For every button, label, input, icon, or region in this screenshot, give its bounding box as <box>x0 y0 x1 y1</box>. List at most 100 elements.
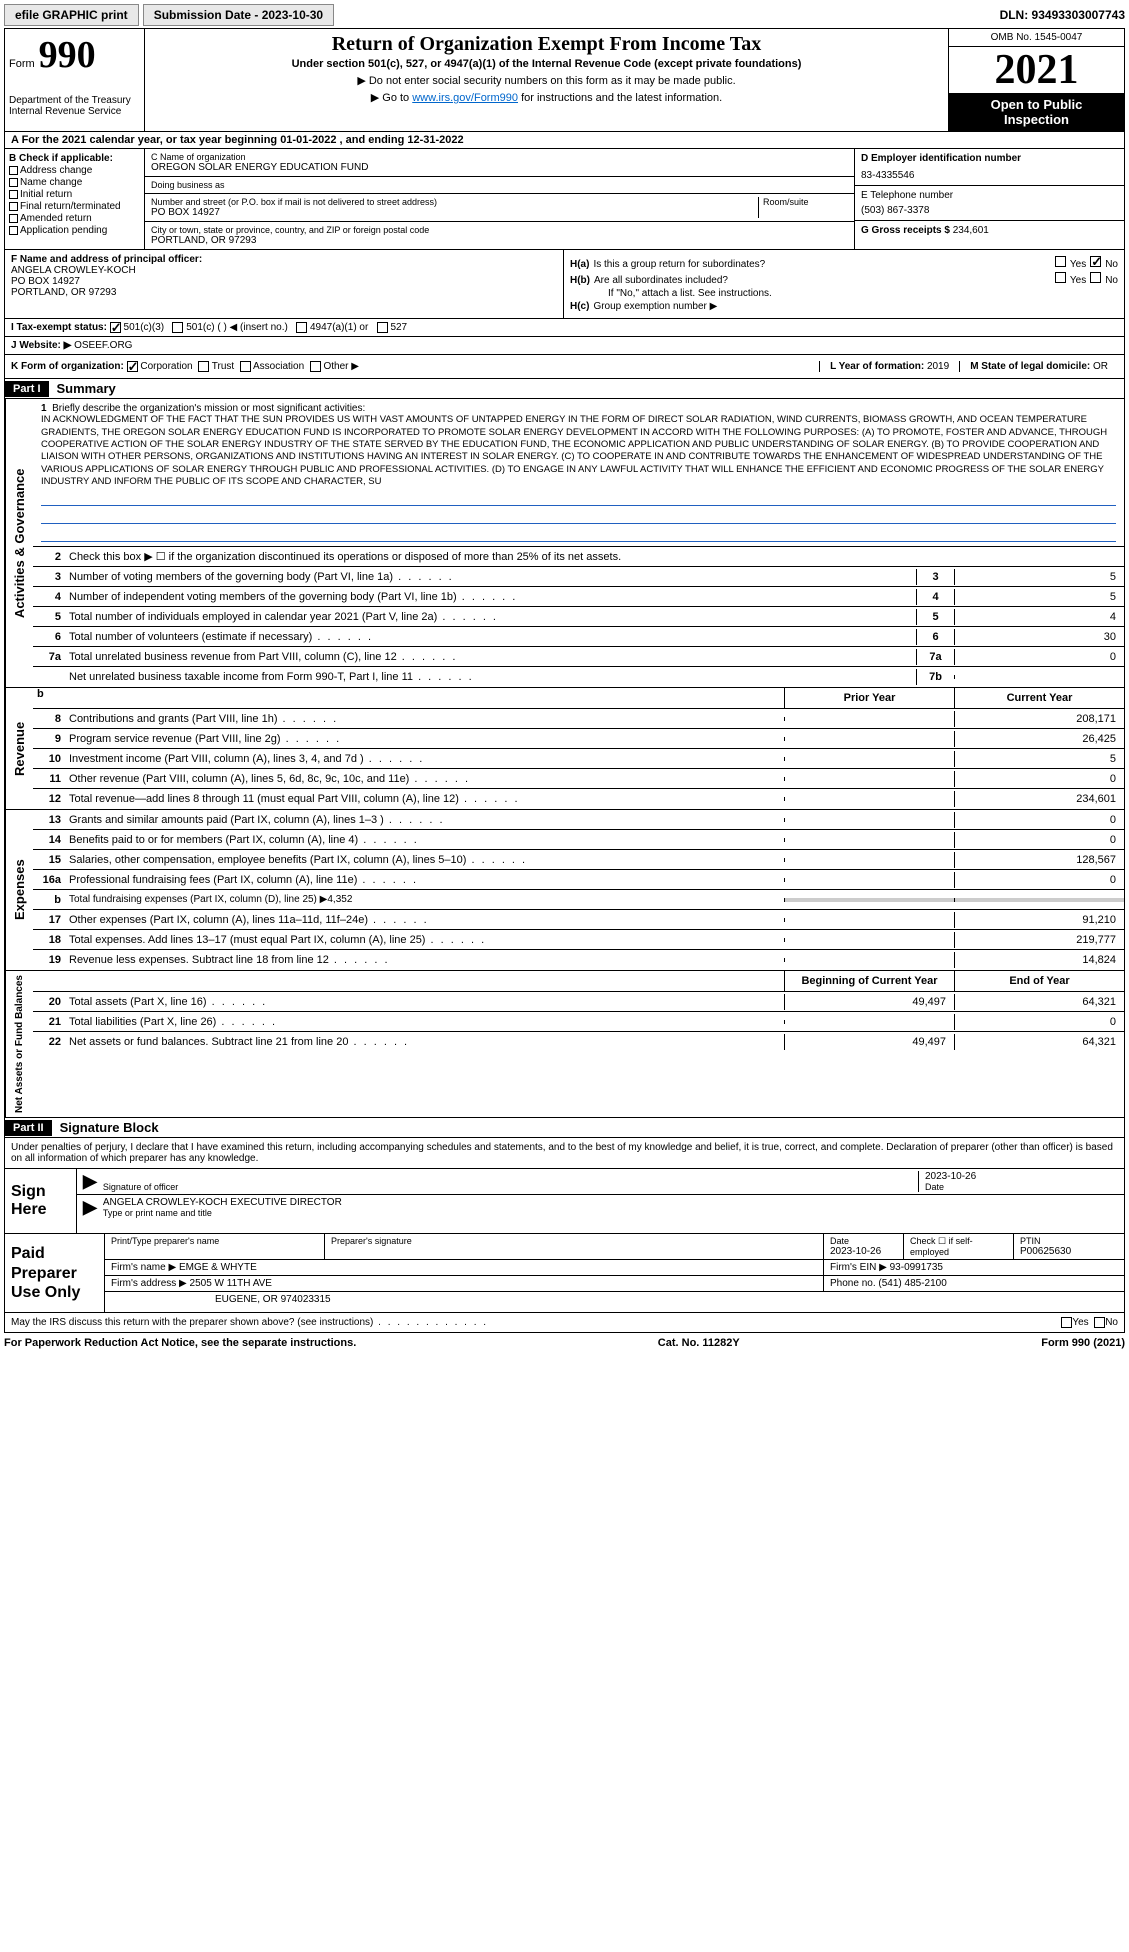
firm-lbl: Firm's name ▶ <box>111 1262 176 1273</box>
hb-tag: H(b) <box>570 275 590 286</box>
prep-addr1: 2505 W 11TH AVE <box>190 1278 272 1289</box>
calendar-year: A For the 2021 calendar year, or tax yea… <box>4 132 1125 149</box>
line-3: 3Number of voting members of the governi… <box>33 567 1124 587</box>
c-name-lbl: C Name of organization <box>151 152 848 162</box>
m-lbl: M State of legal domicile: <box>970 361 1090 372</box>
side-na: Net Assets or Fund Balances <box>5 971 33 1117</box>
submission-btn[interactable]: Submission Date - 2023-10-30 <box>143 4 334 26</box>
ha-lbl: Is this a group return for subordinates? <box>593 259 1050 270</box>
prep-date: 2023-10-26 <box>830 1246 897 1257</box>
efile-btn[interactable]: efile GRAPHIC print <box>4 4 139 26</box>
g-lbl: G Gross receipts $ <box>861 225 950 236</box>
footer-left: For Paperwork Reduction Act Notice, see … <box>4 1337 356 1349</box>
ssn-warning: ▶ Do not enter social security numbers o… <box>153 74 940 87</box>
form-word: Form <box>9 58 35 70</box>
col-prior: Prior Year <box>784 688 954 708</box>
mission-text: IN ACKNOWLEDGMENT OF THE FACT THAT THE S… <box>41 414 1116 488</box>
na-hdr: Beginning of Current Year End of Year <box>33 971 1124 992</box>
col-eoy: End of Year <box>954 971 1124 991</box>
j-val: OSEEF.ORG <box>74 340 132 351</box>
revenue-section: Revenue b Prior Year Current Year 8Contr… <box>4 688 1125 810</box>
e-lbl: E Telephone number <box>861 190 1118 201</box>
f-addr1: PO BOX 14927 <box>11 276 557 287</box>
line-b: bTotal fundraising expenses (Part IX, co… <box>33 890 1124 910</box>
side-rev: Revenue <box>5 688 33 809</box>
phone-val: (541) 485-2100 <box>878 1278 946 1289</box>
j-row: J Website: ▶ OSEEF.ORG <box>4 337 1125 355</box>
entity-right: D Employer identification number 83-4335… <box>854 149 1124 249</box>
sig-decl: Under penalties of perjury, I declare th… <box>5 1138 1124 1169</box>
form-header: Form 990 Department of the Treasury Inte… <box>4 28 1125 132</box>
prep-h3: Date <box>830 1236 897 1246</box>
activities-governance: Activities & Governance 1 Briefly descri… <box>4 399 1125 688</box>
chk-pending[interactable] <box>9 226 18 235</box>
line-20: 20Total assets (Part X, line 16)49,49764… <box>33 992 1124 1012</box>
i-501c3[interactable] <box>110 322 121 333</box>
mission-block: 1 Briefly describe the organization's mi… <box>33 399 1124 547</box>
chk-amended[interactable] <box>9 214 18 223</box>
omb: OMB No. 1545-0047 <box>949 29 1124 47</box>
line-15: 15Salaries, other compensation, employee… <box>33 850 1124 870</box>
hb-yes[interactable] <box>1055 272 1066 283</box>
line-7b: Net unrelated business taxable income fr… <box>33 667 1124 687</box>
sig-date-val: 2023-10-26 <box>925 1171 1118 1182</box>
line-6: 6Total number of volunteers (estimate if… <box>33 627 1124 647</box>
hb-no[interactable] <box>1090 272 1101 283</box>
chk-initial[interactable] <box>9 190 18 199</box>
g-val: 234,601 <box>953 225 989 236</box>
chk-name[interactable] <box>9 178 18 187</box>
k-other[interactable] <box>310 361 321 372</box>
ha-yes[interactable] <box>1055 256 1066 267</box>
m-val: OR <box>1093 361 1108 372</box>
part1-row: Part I Summary <box>4 379 1125 399</box>
line-21: 21Total liabilities (Part X, line 26)0 <box>33 1012 1124 1032</box>
entity-block: B Check if applicable: Address change Na… <box>4 149 1125 250</box>
arrow-icon: ▶ <box>83 1171 97 1192</box>
i-527[interactable] <box>377 322 388 333</box>
hb-lbl: Are all subordinates included? <box>594 275 1051 286</box>
i-lbl: I Tax-exempt status: <box>11 322 107 333</box>
sig-date-lbl: Date <box>925 1182 1118 1192</box>
sig-of-lbl: Signature of officer <box>103 1182 918 1192</box>
k-trust[interactable] <box>198 361 209 372</box>
i-4947[interactable] <box>296 322 307 333</box>
discuss-yes[interactable] <box>1061 1317 1072 1328</box>
box-b-hdr: B Check if applicable: <box>9 153 140 164</box>
chk-address[interactable] <box>9 166 18 175</box>
prep-h1: Print/Type preparer's name <box>111 1236 318 1246</box>
goto-post: for instructions and the latest informat… <box>521 92 722 104</box>
j-lbl: J Website: ▶ <box>11 340 71 351</box>
discuss-no[interactable] <box>1094 1317 1105 1328</box>
phone-lbl: Phone no. <box>830 1278 876 1289</box>
irs-link[interactable]: www.irs.gov/Form990 <box>412 92 518 104</box>
dept: Department of the Treasury Internal Reve… <box>9 95 140 117</box>
c-name: OREGON SOLAR ENERGY EDUCATION FUND <box>151 162 848 173</box>
i-501c[interactable] <box>172 322 183 333</box>
k-corp[interactable] <box>127 361 138 372</box>
uline3 <box>41 528 1116 542</box>
line-2: 2Check this box ▶ ☐ if the organization … <box>33 547 1124 567</box>
c-dba-lbl: Doing business as <box>151 180 225 190</box>
prep-ptin: P00625630 <box>1020 1246 1118 1257</box>
prep-h2: Preparer's signature <box>331 1236 817 1246</box>
addr-lbl: Firm's address ▶ <box>111 1278 187 1289</box>
ha-no[interactable] <box>1090 256 1101 267</box>
line-9: 9Program service revenue (Part VIII, lin… <box>33 729 1124 749</box>
header-right: OMB No. 1545-0047 2021 Open to PublicIns… <box>949 29 1124 131</box>
line-7a: 7aTotal unrelated business revenue from … <box>33 647 1124 667</box>
prep-lbl: Paid Preparer Use Only <box>5 1234 105 1312</box>
goto-line: ▶ Go to www.irs.gov/Form990 for instruct… <box>153 91 940 104</box>
line-14: 14Benefits paid to or for members (Part … <box>33 830 1124 850</box>
line-16a: 16aProfessional fundraising fees (Part I… <box>33 870 1124 890</box>
i-row: I Tax-exempt status: 501(c)(3) 501(c) ( … <box>4 319 1125 337</box>
c-addr: PO BOX 14927 <box>151 207 758 218</box>
line-17: 17Other expenses (Part IX, column (A), l… <box>33 910 1124 930</box>
f-h-block: F Name and address of principal officer:… <box>4 250 1125 319</box>
top-bar: efile GRAPHIC print Submission Date - 20… <box>4 4 1125 26</box>
line-10: 10Investment income (Part VIII, column (… <box>33 749 1124 769</box>
chk-final[interactable] <box>9 202 18 211</box>
k-assoc[interactable] <box>240 361 251 372</box>
header-mid: Return of Organization Exempt From Incom… <box>145 29 949 131</box>
mission-lbl: Briefly describe the organization's miss… <box>52 403 365 414</box>
open-public: Open to PublicInspection <box>949 93 1124 131</box>
